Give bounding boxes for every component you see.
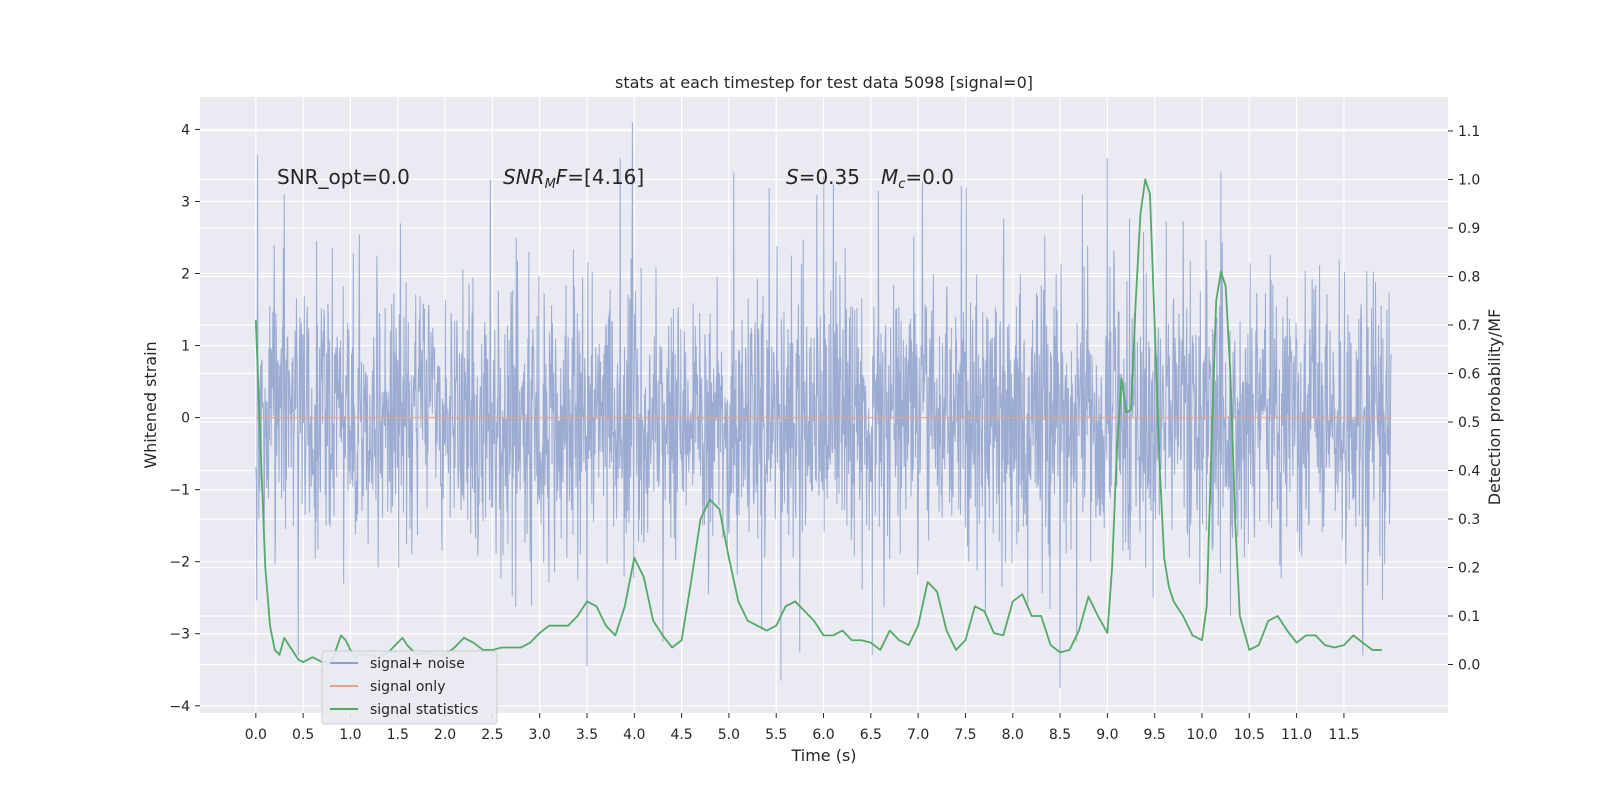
- x-tick-label-9: 4.5: [670, 727, 692, 743]
- y2-tick-label-8: 0.8: [1458, 269, 1480, 285]
- y2-tick-label-4: 0.4: [1458, 463, 1480, 479]
- y2-axis-label: Detection probability/MF: [1485, 309, 1504, 506]
- x-tick-label-6: 3.0: [529, 727, 551, 743]
- signal-statistics-line: [254, 178, 1382, 663]
- annotation-snr-opt: SNR_opt=0.0: [277, 165, 410, 189]
- x-tick-label-20: 10.0: [1186, 727, 1217, 743]
- x-tick-label-17: 8.5: [1049, 727, 1071, 743]
- y2-tick-label-5: 0.5: [1458, 415, 1480, 431]
- x-tick-label-15: 7.5: [954, 727, 976, 743]
- x-tick-label-4: 2.0: [434, 727, 456, 743]
- x-tick-label-19: 9.5: [1144, 727, 1166, 743]
- x-tick-label-14: 7.0: [907, 727, 929, 743]
- y-axis-ticks: −4 −3 −2 −1 0 1 2 3 4: [169, 122, 200, 715]
- x-tick-label-5: 2.5: [481, 727, 503, 743]
- x-tick-label-12: 6.0: [812, 727, 834, 743]
- y2-tick-label-1: 0.1: [1458, 609, 1480, 625]
- x-tick-label-2: 1.0: [339, 727, 361, 743]
- legend-label-signal-statistics: signal statistics: [370, 702, 478, 718]
- signal-noise-line: [255, 122, 1392, 688]
- x-tick-label-7: 3.5: [576, 727, 598, 743]
- legend-label-signal-noise: signal+ noise: [370, 656, 465, 672]
- annotation-mc: Mc=0.0: [881, 165, 954, 192]
- y-tick-label-4: 0: [181, 411, 190, 427]
- y-tick-label-8: 4: [181, 122, 190, 138]
- y2-tick-label-10: 1.0: [1458, 172, 1480, 188]
- x-tick-label-21: 10.5: [1234, 727, 1265, 743]
- y-tick-label-7: 3: [181, 194, 190, 210]
- x-tick-label-10: 5.0: [718, 727, 740, 743]
- y-tick-label-0: −4: [169, 699, 190, 715]
- y-tick-label-6: 2: [181, 267, 190, 283]
- legend: signal+ noise signal only signal statist…: [321, 650, 498, 725]
- annotation-snr-mf: SNRMF=[4.16]: [503, 165, 644, 192]
- x-tick-label-22: 11.0: [1281, 727, 1312, 743]
- y-tick-label-2: −2: [169, 555, 190, 571]
- y-tick-label-5: 1: [181, 339, 190, 355]
- y2-tick-label-11: 1.1: [1458, 124, 1480, 140]
- x-tick-label-18: 9.0: [1096, 727, 1118, 743]
- y2-tick-label-3: 0.3: [1458, 512, 1480, 528]
- y2-tick-label-0: 0.0: [1458, 657, 1480, 673]
- x-tick-label-3: 1.5: [387, 727, 409, 743]
- x-axis-ticks: 0.0 0.5 1.0 1.5 2.0 2.5 3.0 3.5 4.0 4.5 5.0 5.5 6.0 6…: [245, 713, 1360, 743]
- y-tick-label-3: −1: [169, 483, 190, 499]
- y2-tick-label-9: 0.9: [1458, 221, 1480, 237]
- legend-box: [321, 650, 498, 725]
- x-tick-label-1: 0.5: [292, 727, 314, 743]
- y2-tick-label-7: 0.7: [1458, 318, 1480, 334]
- y-tick-label-1: −3: [169, 627, 190, 643]
- y2-axis-ticks: 0.0 0.1 0.2 0.3 0.4 0.5 0.6 0.7 0.8 0.9 1.0 1.1: [1448, 124, 1480, 673]
- x-axis-label: Time (s): [790, 746, 856, 765]
- x-tick-label-13: 6.5: [860, 727, 882, 743]
- y2-tick-label-2: 0.2: [1458, 560, 1480, 576]
- x-tick-label-11: 5.5: [765, 727, 787, 743]
- y-axis-label: Whitened strain: [141, 341, 160, 468]
- chart-title: stats at each timestep for test data 509…: [615, 73, 1033, 92]
- x-tick-label-23: 11.5: [1328, 727, 1359, 743]
- x-tick-label-16: 8.0: [1002, 727, 1024, 743]
- legend-label-signal-only: signal only: [370, 679, 445, 695]
- x-tick-label-0: 0.0: [245, 727, 267, 743]
- annotation-s: S=0.35: [786, 165, 860, 189]
- x-tick-label-8: 4.0: [623, 727, 645, 743]
- y2-tick-label-6: 0.6: [1458, 366, 1480, 382]
- noise-series-layer: [255, 122, 1392, 688]
